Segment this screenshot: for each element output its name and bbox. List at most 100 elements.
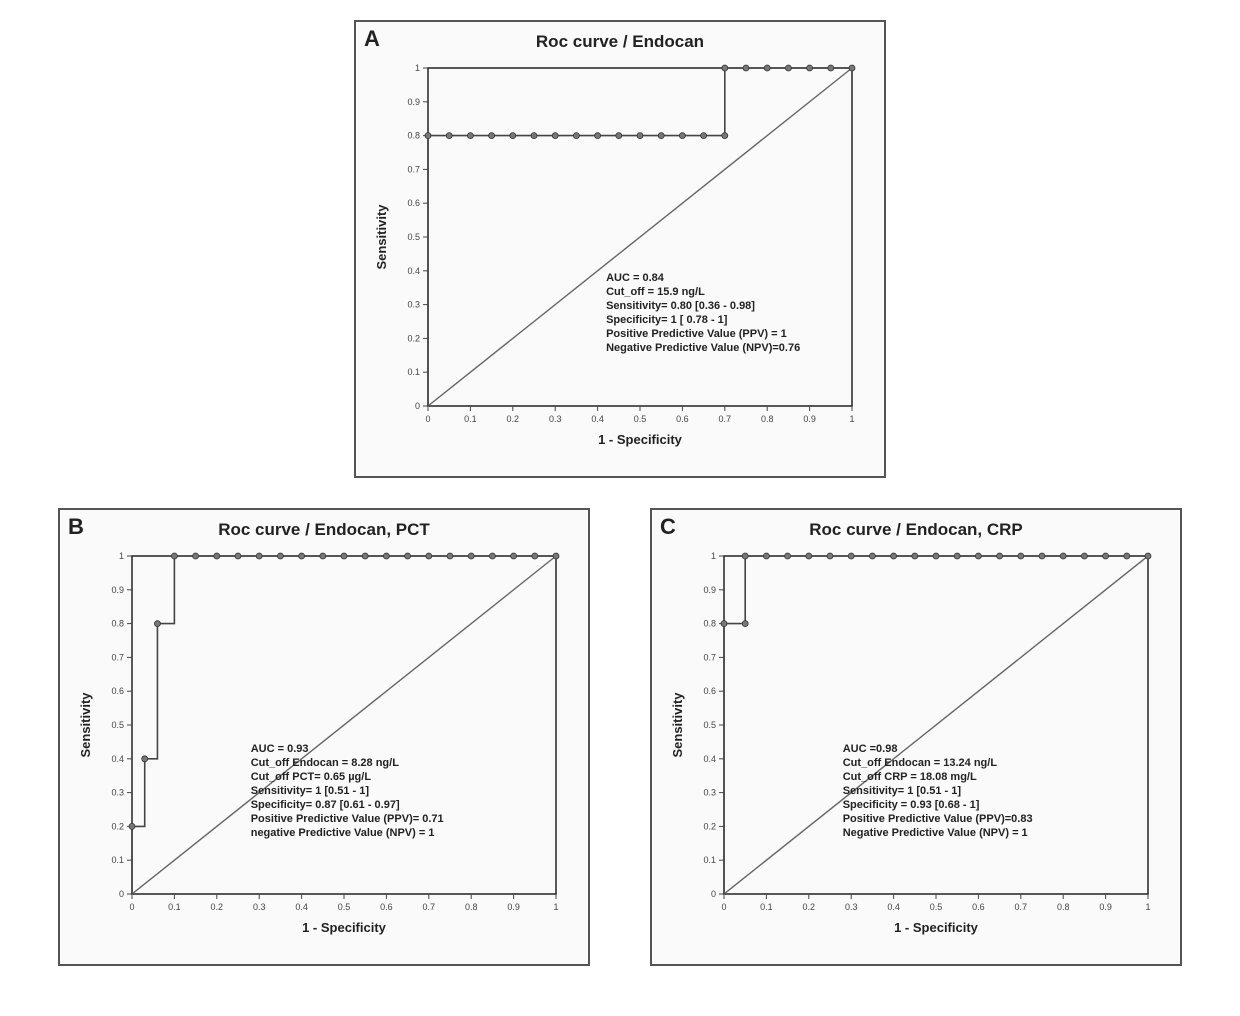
- panel-A: A Roc curve / Endocan 000.10.10.20.20.30…: [354, 20, 886, 478]
- roc-marker: [511, 553, 517, 559]
- chart-title: Roc curve / Endocan, CRP: [666, 520, 1166, 540]
- roc-marker: [362, 553, 368, 559]
- roc-marker: [341, 553, 347, 559]
- roc-marker: [637, 133, 643, 139]
- svg-text:0: 0: [425, 414, 430, 424]
- roc-marker: [532, 553, 538, 559]
- roc-marker: [848, 553, 854, 559]
- x-axis-title: 1 - Specificity: [598, 432, 683, 447]
- roc-marker: [467, 133, 473, 139]
- svg-text:0.9: 0.9: [803, 414, 816, 424]
- roc-marker: [320, 553, 326, 559]
- svg-text:0.1: 0.1: [111, 855, 124, 865]
- roc-marker: [807, 65, 813, 71]
- svg-text:0.7: 0.7: [719, 414, 732, 424]
- svg-text:0.5: 0.5: [407, 232, 420, 242]
- y-axis-title: Sensitivity: [78, 692, 93, 758]
- roc-marker: [806, 553, 812, 559]
- roc-chart: 000.10.10.20.20.30.30.40.40.50.50.60.60.…: [74, 546, 574, 946]
- roc-marker: [299, 553, 305, 559]
- roc-marker: [531, 133, 537, 139]
- stats-line: Sensitivity= 0.80 [0.36 - 0.98]: [606, 300, 755, 312]
- roc-marker: [235, 553, 241, 559]
- svg-text:0.5: 0.5: [703, 720, 716, 730]
- roc-marker: [1145, 553, 1151, 559]
- stats-line: Sensitivity= 1 [0.51 - 1]: [251, 785, 370, 797]
- roc-marker: [658, 133, 664, 139]
- stats-line: Cut_off = 15.9 ng/L: [606, 286, 705, 298]
- roc-marker: [1124, 553, 1130, 559]
- svg-text:0.5: 0.5: [634, 414, 647, 424]
- y-axis-title: Sensitivity: [374, 204, 389, 270]
- roc-marker: [426, 553, 432, 559]
- panel-C: C Roc curve / Endocan, CRP 000.10.10.20.…: [650, 508, 1182, 966]
- svg-text:0.2: 0.2: [507, 414, 520, 424]
- roc-marker: [785, 65, 791, 71]
- roc-marker: [154, 621, 160, 627]
- stats-line: Cut_off PCT= 0.65 µg/L: [251, 771, 372, 783]
- svg-text:0.1: 0.1: [168, 902, 181, 912]
- svg-text:0.5: 0.5: [111, 720, 124, 730]
- roc-marker: [595, 133, 601, 139]
- stats-line: Cut_off CRP = 18.08 mg/L: [843, 771, 977, 783]
- svg-text:0.7: 0.7: [407, 164, 420, 174]
- svg-text:1: 1: [415, 63, 420, 73]
- roc-marker: [214, 553, 220, 559]
- stats-line: Specificity = 0.93 [0.68 - 1]: [843, 799, 980, 811]
- svg-text:0.3: 0.3: [111, 788, 124, 798]
- roc-marker: [1081, 553, 1087, 559]
- roc-marker: [954, 553, 960, 559]
- stats-line: negative Predictive Value (NPV) = 1: [251, 827, 435, 839]
- chart-title: Roc curve / Endocan, PCT: [74, 520, 574, 540]
- roc-marker: [701, 133, 707, 139]
- roc-marker: [510, 133, 516, 139]
- stats-line: Positive Predictive Value (PPV)=0.83: [843, 813, 1033, 825]
- roc-marker: [1039, 553, 1045, 559]
- svg-text:0.2: 0.2: [211, 902, 224, 912]
- stats-line: AUC = 0.84: [606, 272, 665, 284]
- roc-marker: [383, 553, 389, 559]
- roc-marker: [489, 133, 495, 139]
- svg-text:0.2: 0.2: [407, 333, 420, 343]
- roc-marker: [616, 133, 622, 139]
- svg-text:0.3: 0.3: [253, 902, 266, 912]
- roc-marker: [933, 553, 939, 559]
- chart-slot: 000.10.10.20.20.30.30.40.40.50.50.60.60.…: [370, 58, 870, 458]
- svg-text:0.3: 0.3: [703, 788, 716, 798]
- roc-marker: [975, 553, 981, 559]
- svg-text:1: 1: [849, 414, 854, 424]
- chart-slot: 000.10.10.20.20.30.30.40.40.50.50.60.60.…: [74, 546, 574, 946]
- roc-marker: [764, 65, 770, 71]
- svg-text:0.6: 0.6: [972, 902, 985, 912]
- chart-slot: 000.10.10.20.20.30.30.40.40.50.50.60.60.…: [666, 546, 1166, 946]
- panel-B: B Roc curve / Endocan, PCT 000.10.10.20.…: [58, 508, 590, 966]
- roc-marker: [743, 65, 749, 71]
- roc-marker: [489, 553, 495, 559]
- svg-text:1: 1: [119, 551, 124, 561]
- svg-text:0.3: 0.3: [549, 414, 562, 424]
- svg-text:0.6: 0.6: [407, 198, 420, 208]
- svg-text:0.6: 0.6: [676, 414, 689, 424]
- svg-text:0.4: 0.4: [703, 754, 716, 764]
- svg-text:0.7: 0.7: [703, 652, 716, 662]
- svg-text:1: 1: [1145, 902, 1150, 912]
- roc-marker: [1103, 553, 1109, 559]
- roc-marker: [742, 553, 748, 559]
- diagonal-reference-line: [428, 68, 852, 406]
- roc-marker: [1018, 553, 1024, 559]
- stats-line: Positive Predictive Value (PPV) = 1: [606, 328, 787, 340]
- svg-text:0.1: 0.1: [760, 902, 773, 912]
- roc-marker: [721, 621, 727, 627]
- roc-marker: [1060, 553, 1066, 559]
- roc-chart: 000.10.10.20.20.30.30.40.40.50.50.60.60.…: [370, 58, 870, 458]
- stats-line: Specificity= 1 [ 0.78 - 1]: [606, 314, 728, 326]
- roc-marker: [849, 65, 855, 71]
- roc-marker: [785, 553, 791, 559]
- chart-title: Roc curve / Endocan: [370, 32, 870, 52]
- roc-marker: [573, 133, 579, 139]
- svg-text:0: 0: [711, 889, 716, 899]
- stats-line: Specificity= 0.87 [0.61 - 0.97]: [251, 799, 400, 811]
- svg-text:0.1: 0.1: [703, 855, 716, 865]
- svg-text:0.6: 0.6: [380, 902, 393, 912]
- svg-text:0.1: 0.1: [407, 367, 420, 377]
